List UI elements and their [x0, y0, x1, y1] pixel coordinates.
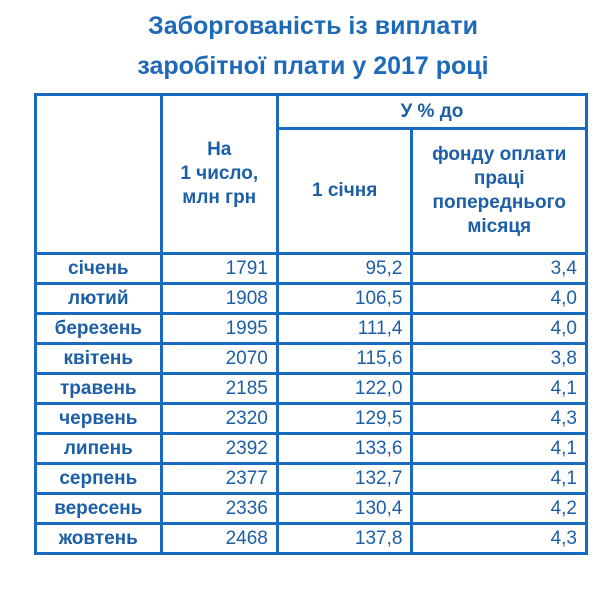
table-row: січень 1791 95,2 3,4: [34, 252, 588, 285]
table-row: квітень 2070 115,6 3,8: [34, 342, 588, 375]
header-fund: фонду оплати праці попереднього місяця: [410, 127, 588, 255]
percent-fund-cell: 4,1: [410, 432, 588, 465]
header-percent-group: У % до: [275, 93, 589, 130]
percent-jan-cell: 130,4: [275, 492, 414, 525]
month-cell: жовтень: [34, 522, 163, 555]
percent-fund-cell: 4,2: [410, 492, 588, 525]
header-amount-line: млн грн: [182, 187, 257, 208]
table-row: липень 2392 133,6 4,1: [34, 432, 588, 465]
percent-jan-cell: 132,7: [275, 462, 414, 495]
month-cell: січень: [34, 252, 163, 285]
month-cell: квітень: [34, 342, 163, 375]
table-row: травень 2185 122,0 4,1: [34, 372, 588, 405]
header-month: [34, 93, 163, 255]
table-row: серпень 2377 132,7 4,1: [34, 462, 588, 495]
month-cell: березень: [34, 312, 163, 345]
amount-cell: 2185: [159, 372, 279, 405]
table-row: березень 1995 111,4 4,0: [34, 312, 588, 345]
month-cell: лютий: [34, 282, 163, 315]
title-line-2: заробітної плати у 2017 році: [137, 52, 489, 80]
percent-jan-cell: 122,0: [275, 372, 414, 405]
percent-jan-cell: 106,5: [275, 282, 414, 315]
month-cell: травень: [34, 372, 163, 405]
table-row: вересень 2336 130,4 4,2: [34, 492, 588, 525]
amount-cell: 2070: [159, 342, 279, 375]
percent-fund-cell: 4,0: [410, 282, 588, 315]
percent-fund-cell: 3,4: [410, 252, 588, 285]
percent-jan-cell: 115,6: [275, 342, 414, 375]
amount-cell: 1995: [159, 312, 279, 345]
amount-cell: 2392: [159, 432, 279, 465]
percent-fund-cell: 4,0: [410, 312, 588, 345]
percent-jan-cell: 137,8: [275, 522, 414, 555]
percent-jan-cell: 133,6: [275, 432, 414, 465]
table-row: червень 2320 129,5 4,3: [34, 402, 588, 435]
header-jan: 1 січня: [275, 127, 414, 255]
header-fund-line: попереднього: [432, 192, 566, 213]
amount-cell: 1908: [159, 282, 279, 315]
percent-fund-cell: 4,3: [410, 402, 588, 435]
month-cell: червень: [34, 402, 163, 435]
percent-jan-cell: 95,2: [275, 252, 414, 285]
month-cell: серпень: [34, 462, 163, 495]
amount-cell: 2377: [159, 462, 279, 495]
amount-cell: 2336: [159, 492, 279, 525]
header-amount-line: На: [207, 139, 232, 160]
title-line-1: Заборгованість із виплати: [148, 12, 478, 40]
percent-fund-cell: 4,1: [410, 372, 588, 405]
header-fund-line: місяця: [467, 216, 532, 237]
month-cell: липень: [34, 432, 163, 465]
percent-fund-cell: 3,8: [410, 342, 588, 375]
percent-jan-cell: 129,5: [275, 402, 414, 435]
header-amount: На 1 число, млн грн: [159, 93, 279, 255]
month-cell: вересень: [34, 492, 163, 525]
header-fund-line: праці: [473, 168, 525, 189]
table-row: лютий 1908 106,5 4,0: [34, 282, 588, 315]
percent-fund-cell: 4,3: [410, 522, 588, 555]
percent-fund-cell: 4,1: [410, 462, 588, 495]
header-amount-line: 1 число,: [180, 163, 259, 184]
table-row: жовтень 2468 137,8 4,3: [34, 522, 588, 555]
percent-jan-cell: 111,4: [275, 312, 414, 345]
arrears-table: На 1 число, млн грн У % до 1 січня фонду…: [34, 93, 589, 555]
amount-cell: 2320: [159, 402, 279, 435]
header-fund-line: фонду оплати: [432, 144, 567, 165]
amount-cell: 1791: [159, 252, 279, 285]
amount-cell: 2468: [159, 522, 279, 555]
